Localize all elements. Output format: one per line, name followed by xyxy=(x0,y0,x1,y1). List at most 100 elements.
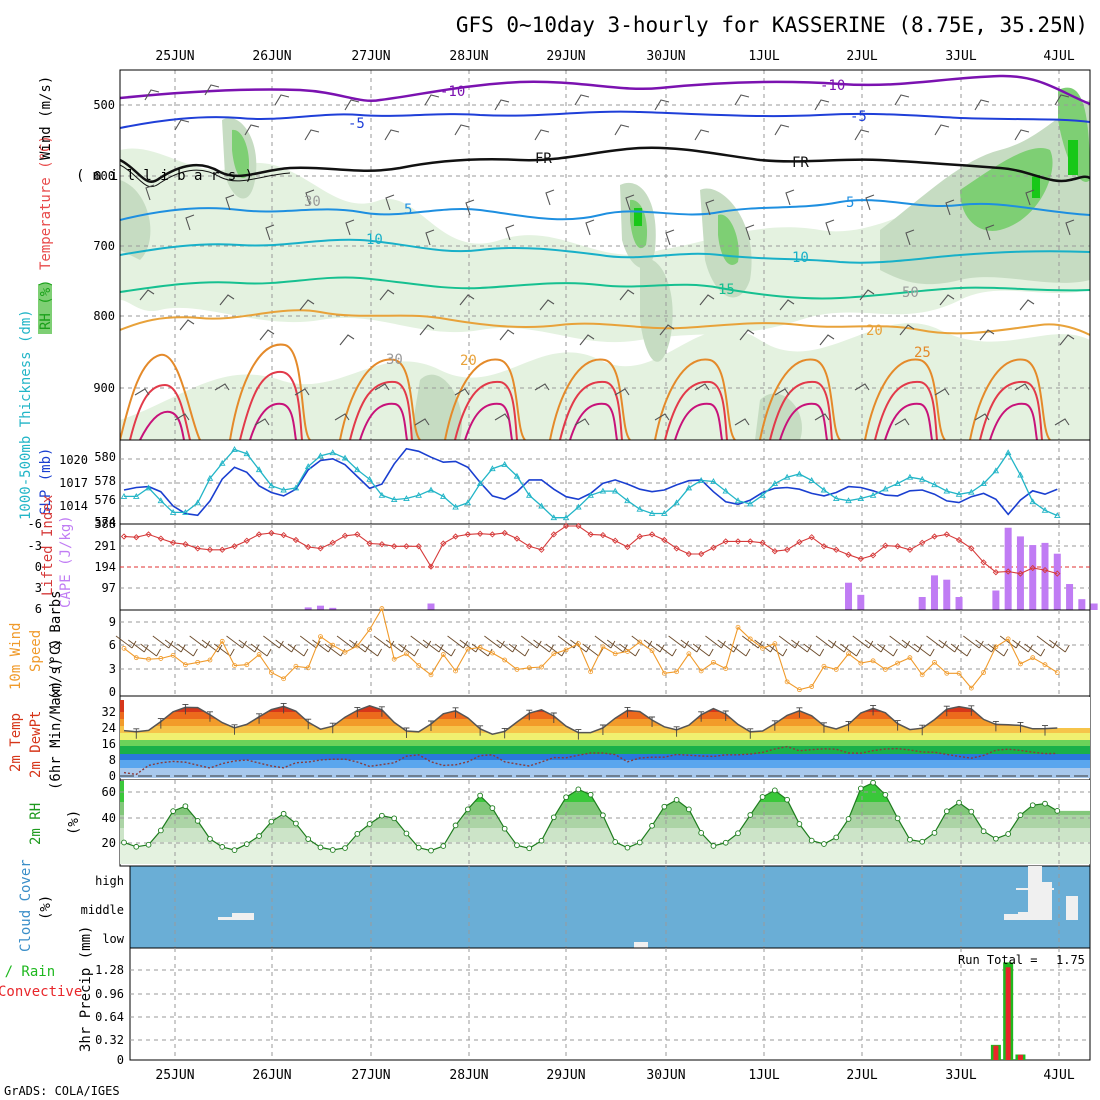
rh-marker xyxy=(931,830,938,836)
temperature-minmax-bar xyxy=(943,705,950,717)
rh-marker xyxy=(882,791,889,798)
wind-speed-marker xyxy=(428,672,434,678)
date-label: 30JUN xyxy=(646,49,685,64)
thickness-marker xyxy=(697,476,705,483)
rh-marker xyxy=(968,808,975,815)
wind-speed-marker xyxy=(968,685,974,691)
rh-marker xyxy=(563,794,569,801)
lifted-index-marker xyxy=(698,550,705,558)
svg-text:0.32: 0.32 xyxy=(95,1033,124,1047)
rh-marker xyxy=(268,818,275,825)
lifted-index-marker xyxy=(869,552,877,559)
rh-marker xyxy=(808,837,815,844)
rh-marker xyxy=(219,844,226,850)
lifted-index-marker xyxy=(747,538,754,545)
lifted-index-marker xyxy=(538,546,545,553)
wind-speed-marker xyxy=(575,641,581,647)
run-total-label: Run Total = xyxy=(958,953,1037,967)
svg-text:8: 8 xyxy=(109,753,116,767)
svg-text:574: 574 xyxy=(94,515,116,529)
cloud-axis-label: Cloud Cover xyxy=(18,859,34,952)
cape-bar xyxy=(930,575,938,610)
date-label: 2JUL xyxy=(846,1068,877,1083)
thickness-marker xyxy=(169,508,177,515)
lifted-index-series xyxy=(120,522,1061,577)
rh-marker xyxy=(686,806,692,813)
contour-label: 20 xyxy=(866,323,883,339)
thickness-marker xyxy=(317,452,324,459)
thickness-marker xyxy=(992,467,1000,474)
thickness-marker xyxy=(501,460,508,467)
wind-barbs xyxy=(134,84,1075,426)
wind-speed-marker xyxy=(797,687,802,693)
svg-text:194: 194 xyxy=(94,560,116,574)
rh-marker xyxy=(354,831,361,837)
lifted-index-marker xyxy=(366,540,373,547)
thickness-marker xyxy=(734,497,742,504)
thickness-marker xyxy=(194,499,201,506)
lifted-index-marker xyxy=(120,533,128,540)
thickness-marker xyxy=(894,480,901,487)
cape-bar xyxy=(1029,545,1037,610)
wind-barb xyxy=(287,643,309,657)
temperature-minmax-bar xyxy=(206,711,213,722)
thickness-marker xyxy=(513,472,521,479)
svg-text:97: 97 xyxy=(102,581,116,595)
rh2m-axis-label: (%) xyxy=(66,810,82,835)
wind-speed-marker xyxy=(391,656,397,662)
date-label: 3JUL xyxy=(945,1068,976,1083)
contour-label: -5 xyxy=(348,116,365,132)
thickness-marker xyxy=(955,490,963,497)
thickness-marker xyxy=(673,499,680,506)
wind-speed-marker xyxy=(809,684,815,689)
temperature-minmax-bar xyxy=(624,706,631,718)
lifted-index-marker xyxy=(771,548,778,555)
slp-thickness-panel: 580 578 576 574 1020 1017 1014 1000-500m… xyxy=(18,309,1091,529)
lifted-index-marker xyxy=(710,544,717,551)
rh-series xyxy=(121,779,1061,854)
thickness-marker xyxy=(243,450,251,457)
temperature-minmax-bar xyxy=(403,727,410,738)
svg-text:388: 388 xyxy=(94,517,116,531)
lifted-index-marker xyxy=(783,546,791,553)
precip-total-label: Total / Rain xyxy=(0,964,55,980)
rh-marker xyxy=(379,812,385,819)
rh-marker xyxy=(784,796,790,803)
rh-marker xyxy=(956,799,962,806)
wind-barb xyxy=(177,643,198,657)
cloud-axis-label: (%) xyxy=(38,895,54,920)
rh-marker xyxy=(600,812,606,819)
temperature-minmax-bar xyxy=(845,720,852,732)
lifted-index-marker xyxy=(133,534,140,541)
rh-marker xyxy=(649,822,655,829)
lifted-index-line xyxy=(123,525,1058,575)
date-label: 29JUN xyxy=(546,49,585,64)
lifted-index-marker xyxy=(845,551,852,558)
svg-text:700: 700 xyxy=(93,239,115,253)
temp2m-panel: 32 24 16 8 0 2m Temp 2m DewPt (6hr Min/M… xyxy=(8,638,1091,790)
contour-label: -10 xyxy=(820,78,845,94)
lifted-index-marker xyxy=(145,531,152,538)
temperature-axis-label: Temperature (°C) xyxy=(38,135,54,270)
lifted-index-axis-label: Lifted Index xyxy=(40,495,56,596)
temperature-minmax-bar xyxy=(992,720,999,732)
wind-speed-marker xyxy=(551,651,557,657)
rh-marker xyxy=(243,841,250,847)
precip-axis-label: 3hr Precip (mm) xyxy=(78,926,94,1052)
date-label: 26JUN xyxy=(252,49,291,64)
cape-bar xyxy=(427,603,435,610)
thickness-marker xyxy=(710,478,717,484)
wind-speed-marker xyxy=(305,665,311,671)
lifted-index-marker xyxy=(440,540,447,547)
temp2m-axis-label: 2m DewPt xyxy=(28,711,44,778)
rh-marker xyxy=(317,844,324,851)
contour-label: 25 xyxy=(914,345,931,361)
cloud-fill xyxy=(218,866,1078,948)
thickness-marker xyxy=(931,481,938,488)
precip-convective-bar xyxy=(1005,967,1011,1060)
thickness-marker xyxy=(771,480,779,487)
thickness-marker xyxy=(1004,449,1012,456)
dewpoint-series xyxy=(123,745,1058,776)
thickness-marker xyxy=(268,482,275,489)
wind-speed-marker xyxy=(1018,661,1023,667)
